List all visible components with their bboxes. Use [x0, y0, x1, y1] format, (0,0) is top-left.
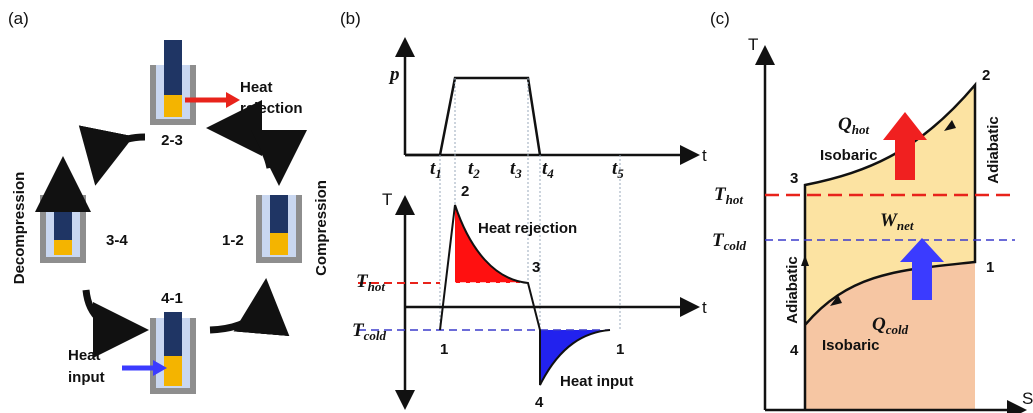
- state-label: 3-4: [106, 232, 128, 249]
- t-hot-label: Thot: [714, 184, 743, 207]
- point-label: 4: [535, 394, 544, 411]
- panel-label: (c): [710, 9, 730, 28]
- state-label: 4-1: [161, 290, 183, 307]
- t-hot-label: Thot: [356, 271, 385, 294]
- q-cold-label: Qcold: [872, 314, 909, 337]
- cylinder: [256, 195, 302, 263]
- q-hot-arrow: [883, 112, 927, 180]
- axis-label: p: [388, 64, 400, 85]
- heat-rejection-area: [455, 205, 528, 283]
- heat-input-label: Heat: [68, 347, 101, 364]
- cylinder: [150, 40, 196, 125]
- cold-area: [805, 262, 975, 410]
- t-cold-label: Tcold: [352, 320, 386, 343]
- axis-label: S: [1022, 389, 1033, 408]
- state-label: 1-2: [222, 232, 244, 249]
- process-label: Adiabatic: [985, 116, 1002, 184]
- process-label: Compression: [313, 180, 330, 276]
- axis-label: t: [702, 146, 707, 165]
- heat-rejection-label: Heat: [240, 79, 273, 96]
- tick-label: t1: [430, 158, 442, 181]
- panel-label: (b): [340, 9, 361, 28]
- heat-input-area: [540, 330, 610, 385]
- tick-label: t5: [612, 158, 624, 181]
- temperature-profile: [439, 204, 611, 386]
- panel-label: (a): [8, 9, 29, 28]
- panel-c: (c) T S 2 1 3 4 Isobaric Isobaric Adiaba…: [710, 9, 1033, 413]
- cycle-path: [803, 81, 977, 410]
- tick-label: t3: [510, 158, 522, 181]
- process-label: Adiabatic: [784, 256, 801, 324]
- heat-rejection-label: Heat rejection: [478, 220, 577, 237]
- point-label: 2: [461, 183, 469, 200]
- cylinder: [150, 312, 196, 394]
- t-cold-label: Tcold: [712, 230, 746, 253]
- point-label: 4: [790, 342, 799, 359]
- tick-label: t4: [542, 158, 554, 181]
- point-label: 3: [532, 259, 540, 276]
- heat-input-label: input: [68, 369, 105, 386]
- work-area: [805, 85, 975, 325]
- panel-b: (b) p t t1 t2 t3 t4 t5 T t 2 3 1 4 1 Hea…: [340, 9, 707, 411]
- axis-label: T: [748, 35, 758, 54]
- point-label: 1: [616, 341, 624, 358]
- q-hot-label: Qhot: [838, 114, 869, 137]
- pressure-profile: [405, 76, 542, 157]
- state-label: 2-3: [161, 132, 183, 149]
- heat-input-label: Heat input: [560, 373, 633, 390]
- q-cold-arrow: [900, 238, 944, 300]
- axis-label: t: [702, 298, 707, 317]
- panel-a: (a) Heat rejection 2-3 3-4 1-2 4-1 Heat …: [8, 9, 330, 394]
- process-label: Decompression: [11, 172, 28, 285]
- cylinder: [40, 195, 86, 263]
- w-net-label: Wnet: [880, 210, 914, 233]
- heat-rejection-label: rejection: [240, 100, 303, 117]
- axis-label: T: [382, 190, 392, 209]
- point-label: 1: [986, 259, 994, 276]
- point-label: 2: [982, 67, 990, 84]
- guide-lines: [439, 78, 621, 385]
- point-label: 1: [440, 341, 448, 358]
- process-label: Isobaric: [820, 147, 878, 164]
- process-label: Isobaric: [822, 337, 880, 354]
- point-label: 3: [790, 170, 798, 187]
- tick-label: t2: [468, 158, 480, 181]
- cycle-arrows: [35, 100, 307, 358]
